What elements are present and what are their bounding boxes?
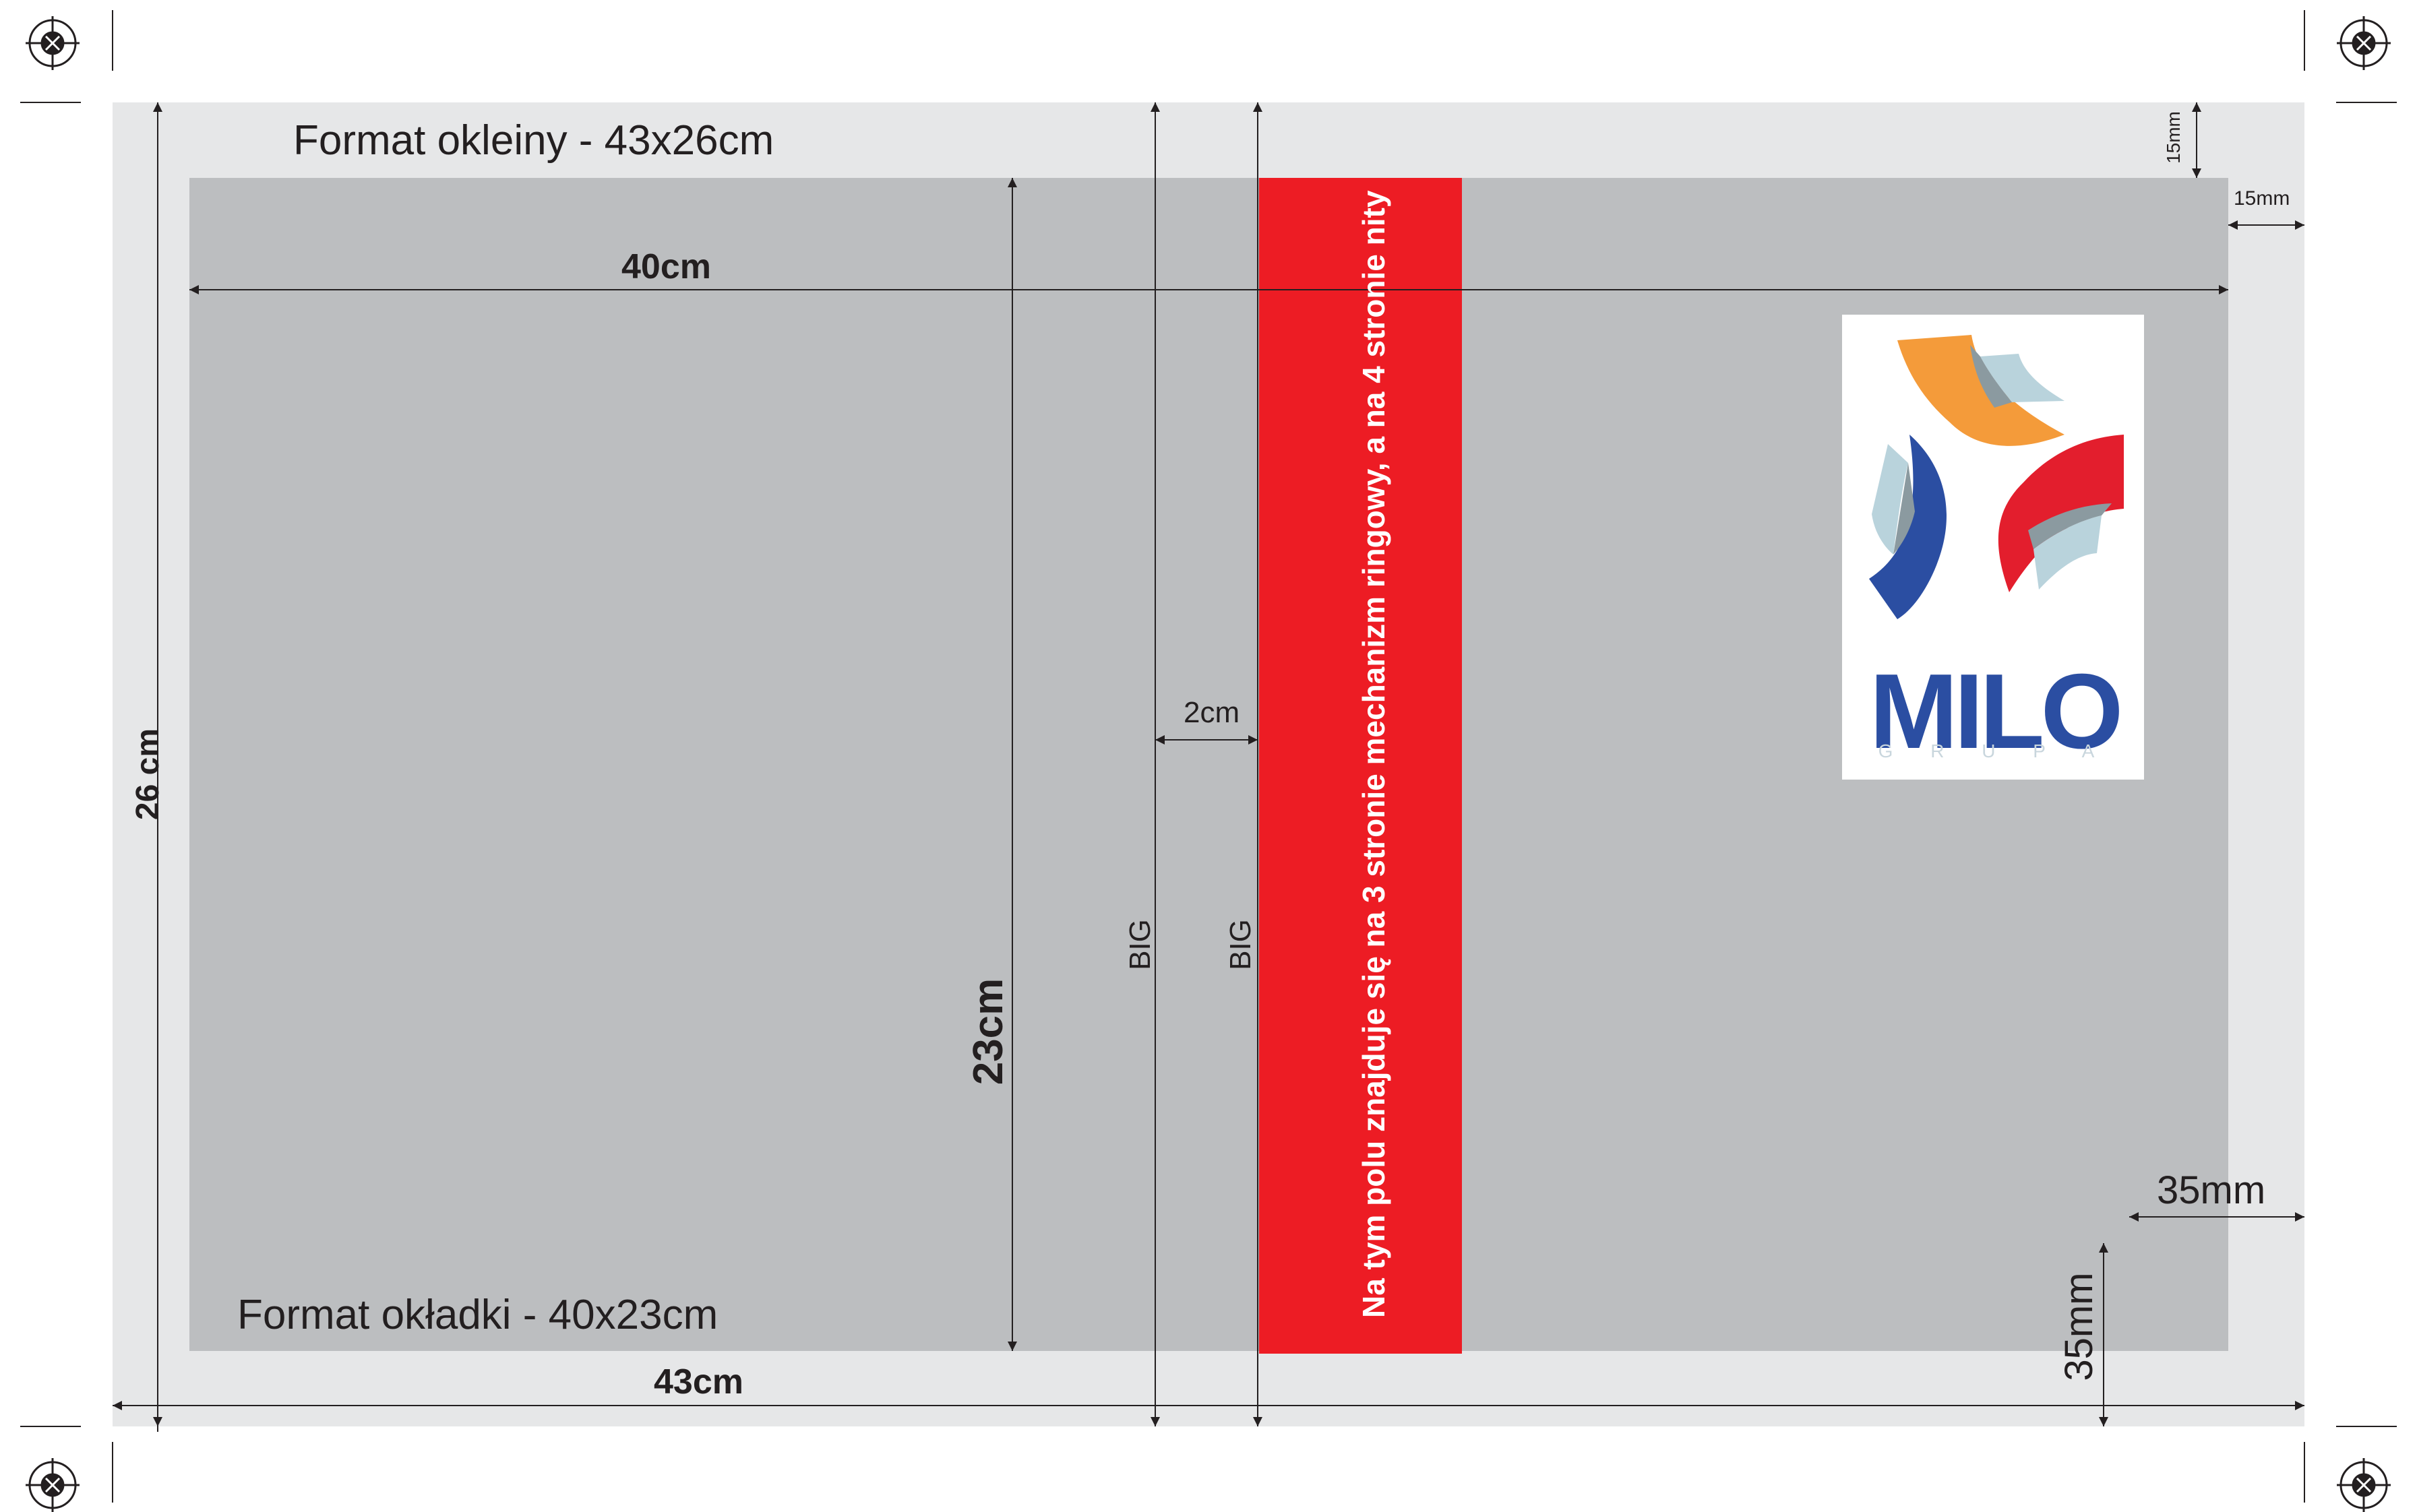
margin-top-15mm-label: 15mm: [2163, 111, 2184, 164]
margin-35mm-horizontal-label: 35mm: [2157, 1168, 2266, 1212]
margin-35mm-vertical-label: 35mm: [2057, 1272, 2101, 1381]
width-40cm-label: 40cm: [621, 247, 711, 286]
big-left-label: BIG: [1124, 919, 1157, 970]
registration-mark-icon: [2337, 16, 2391, 70]
spine-note-text: Na tym polu znajduje się na 3 stronie me…: [1356, 190, 1391, 1318]
milo-logo-mark: [1869, 335, 2124, 619]
width-43cm-label: 43cm: [654, 1362, 743, 1401]
format-okladki-label: Format okładki - 40x23cm: [237, 1292, 718, 1338]
registration-mark-icon: [26, 1458, 80, 1512]
registration-mark-icon: [26, 16, 80, 70]
format-okleiny-label: Format okleiny - 43x26cm: [293, 117, 774, 164]
big-right-label: BIG: [1224, 919, 1257, 970]
registration-mark-icon: [2337, 1458, 2391, 1512]
height-23cm-label: 23cm: [965, 978, 1012, 1085]
margin-right-15mm-label: 15mm: [2234, 187, 2290, 210]
milo-logo-panel: MILO G R U P A: [1842, 315, 2144, 780]
gap-2cm-label: 2cm: [1184, 696, 1240, 729]
milo-logo-subtitle: G R U P A: [1878, 741, 2111, 761]
height-26cm-label: 26 cm: [130, 728, 166, 821]
milo-logo-name: MILO: [1869, 652, 2124, 771]
spine-band: [1259, 178, 1462, 1354]
